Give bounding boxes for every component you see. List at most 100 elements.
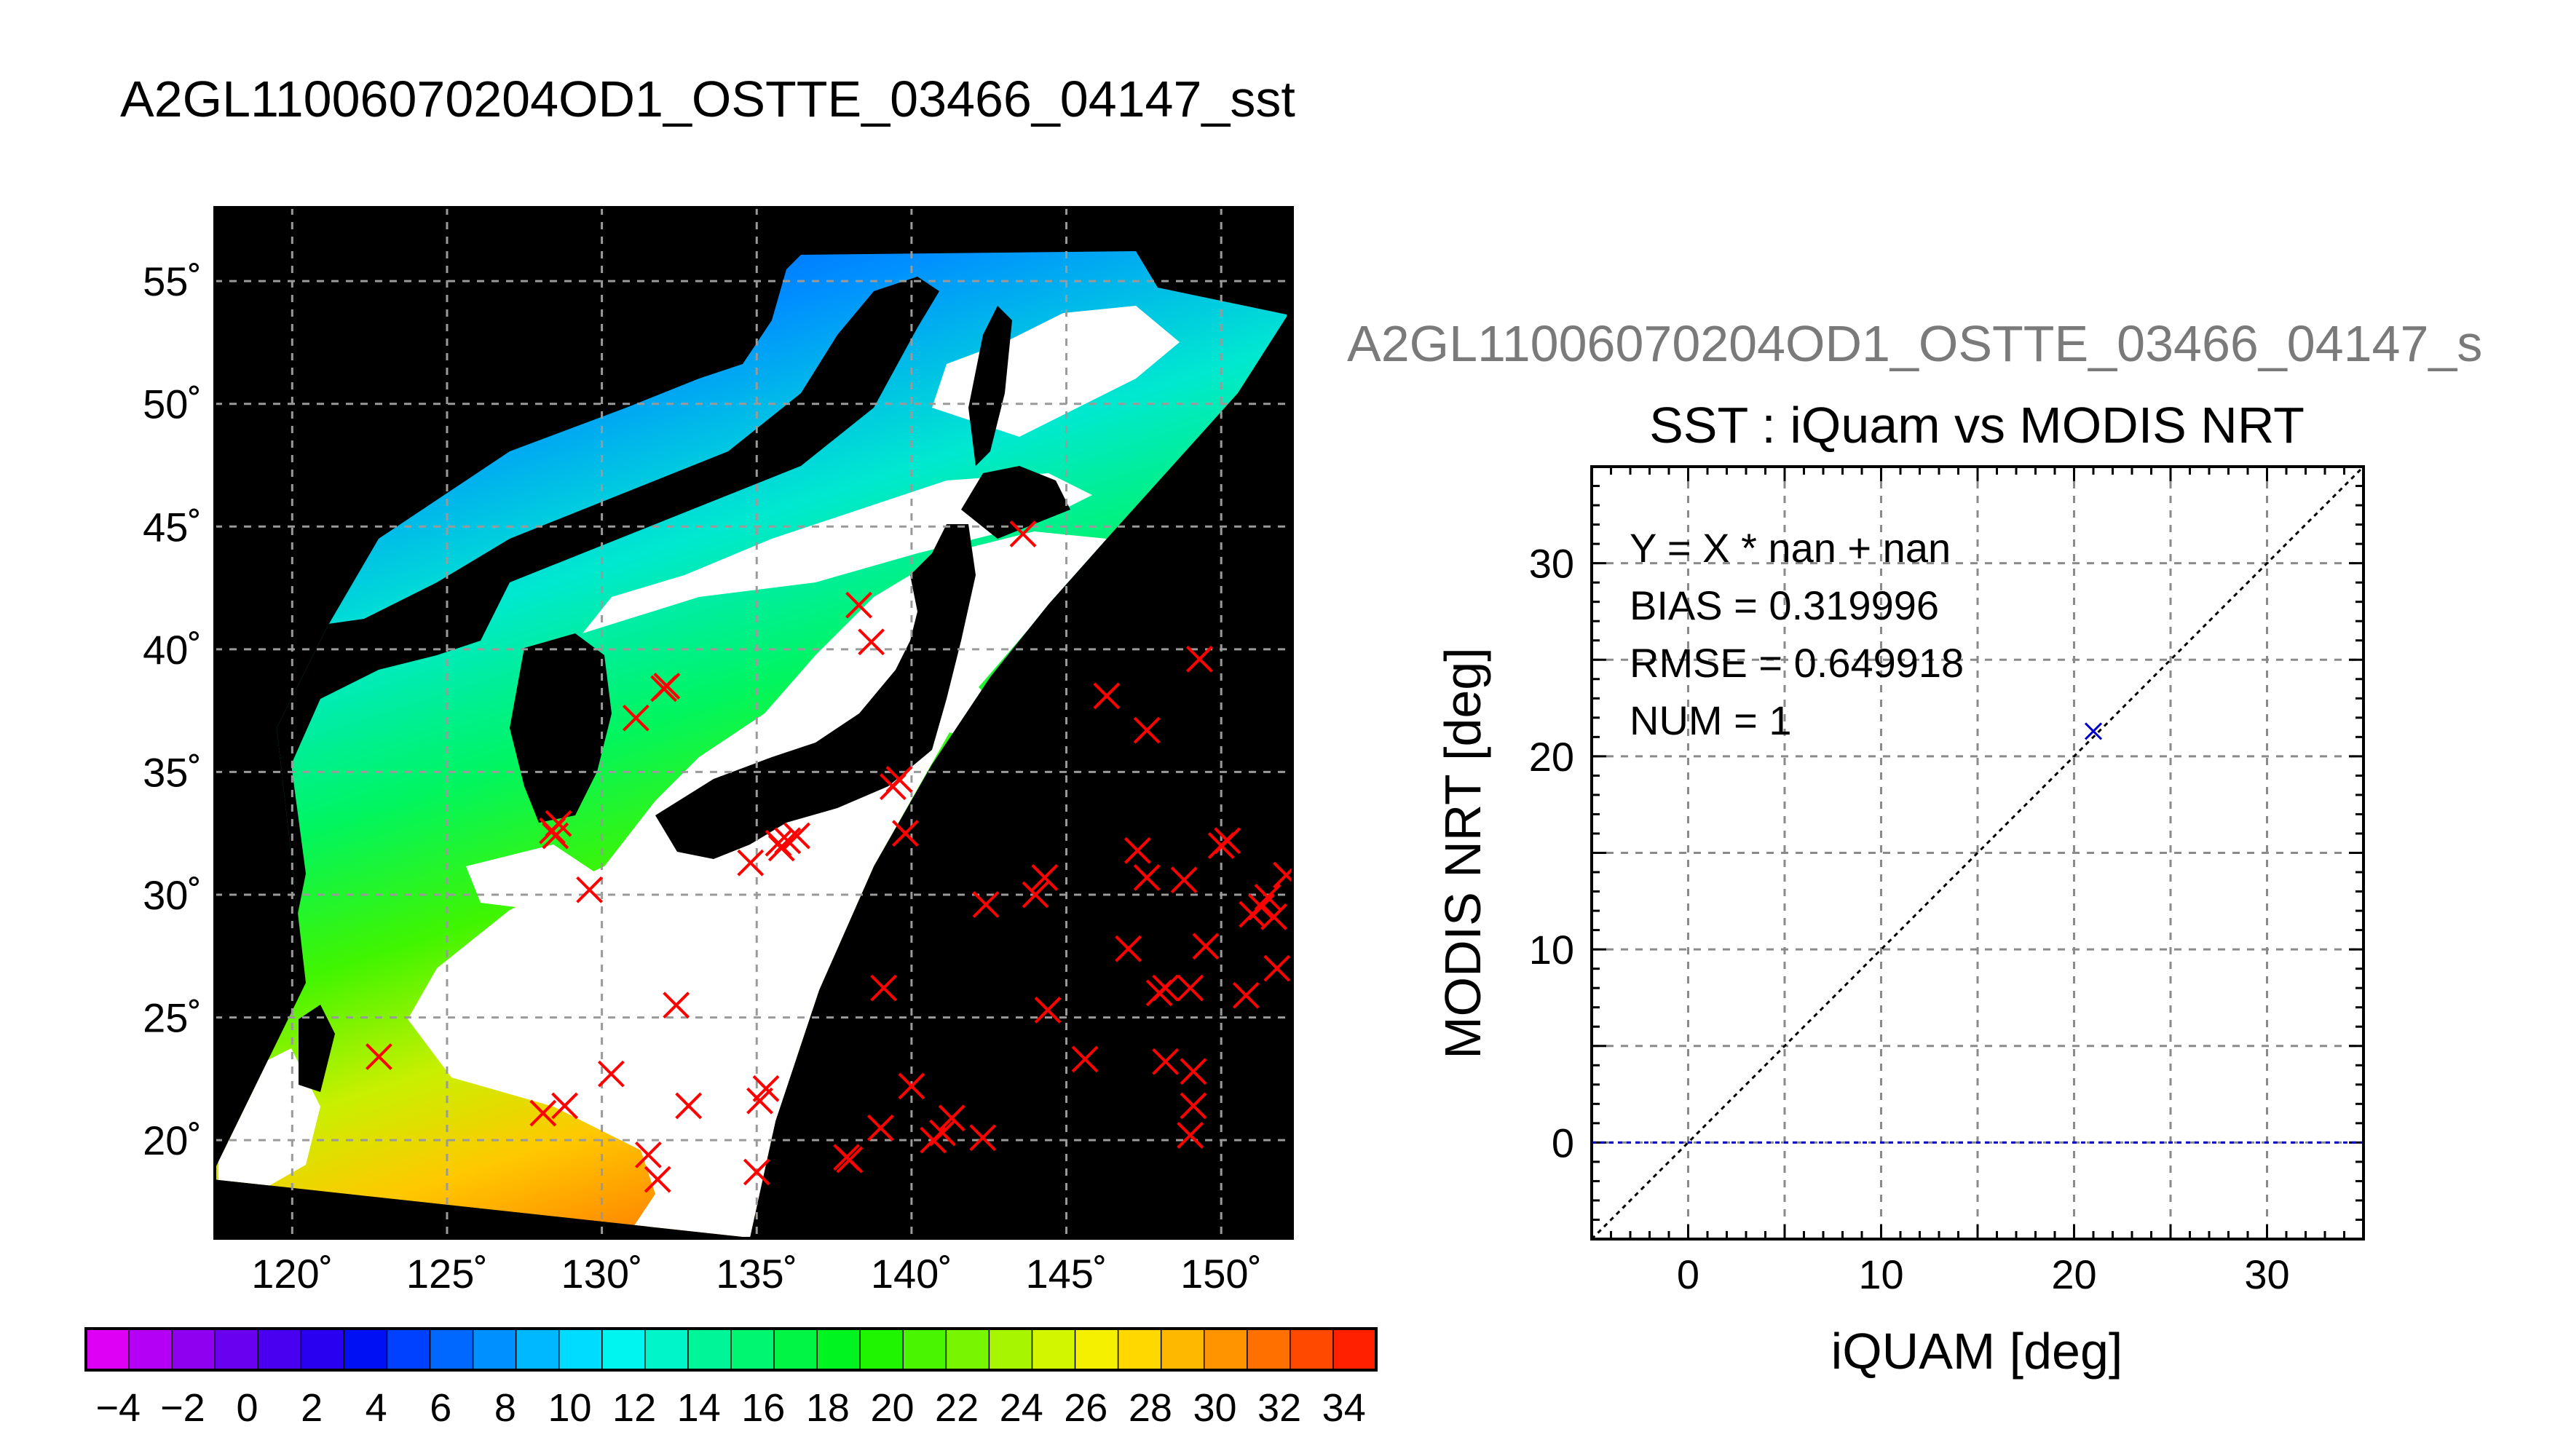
colorbar-bin [601,1328,647,1371]
buoy-marker [1170,866,1198,894]
buoy-marker [1093,682,1121,710]
rmse-stat: RMSE = 0.649918 [1630,640,1964,686]
buoy-marker [737,849,765,877]
buoy-marker [1133,863,1161,891]
buoy-marker [870,974,898,1002]
buoy-marker [1152,1048,1180,1075]
scatter-y-tick-label: 30 [1529,541,1574,587]
buoy-marker [885,766,913,793]
buoy-marker [1022,881,1049,909]
colorbar-bin [1332,1328,1378,1371]
buoy-marker [653,673,681,700]
colorbar-bin [1203,1328,1249,1371]
map-lat-tick-label: 55˚ [143,258,202,304]
colorbar-bin [773,1328,818,1371]
land-korea [510,633,612,823]
colorbar-bin [687,1328,732,1371]
colorbar-bin [214,1328,259,1371]
buoy-marker [783,822,810,850]
buoy-marker [866,1114,894,1142]
buoy-marker [1185,645,1213,673]
colorbar-tick-label: 4 [366,1386,387,1430]
buoy-marker [634,1141,662,1168]
colorbar-bin [257,1328,302,1371]
buoy-marker [1124,836,1151,864]
buoy-marker [622,704,649,732]
buoy-marker [1152,974,1180,1002]
colorbar-bin [1117,1328,1163,1371]
land-sakhalin [968,306,1012,466]
land-taiwan [299,1005,335,1092]
buoy-marker [1260,903,1287,930]
scatter-y-tick-label: 0 [1552,1120,1574,1166]
buoy-marker [938,1104,965,1132]
colorbar-bin [859,1328,904,1371]
scatter-x-axis-label: iQUAM [deg] [1831,1323,2123,1380]
colorbar-tick-label: 16 [741,1386,785,1430]
num-stat: NUM = 1 [1630,697,1792,743]
colorbar-bin [1031,1328,1076,1371]
colorbar-tick-label: 28 [1129,1386,1172,1430]
colorbar-bin [171,1328,216,1371]
buoy-marker [1263,954,1291,982]
scatter-title: SST : iQuam vs MODIS NRT [1649,397,2305,454]
colorbar-tick-label: −2 [160,1386,205,1430]
map-tick-labels: 120˚ 125˚ 130˚ 135˚ 140˚ 145˚ 150˚ 20˚ 25˚ 30˚ 35˚… [143,258,1262,1297]
scatter-figure-title: A2GL11006070204OD1_OSTTE_03466_04147_s [1347,315,2483,372]
scatter-points [2084,722,2103,740]
buoy-marker [1207,832,1235,859]
scatter-y-axis-label: MODIS NRT [deg] [1434,647,1491,1059]
colorbar-bin [1074,1328,1119,1371]
bias-stat: BIAS = 0.319996 [1630,582,1939,628]
colorbar-tick-label: 12 [612,1386,656,1430]
one-to-one-line [1590,465,2365,1241]
buoy-marker [972,891,1000,918]
scatter-tick-labels: 0 10 20 30 0 10 20 30 [1529,541,2290,1297]
buoy-marker [1034,997,1062,1024]
fit-equation: Y = X * nan + nan [1630,525,1951,571]
colorbar-bin [128,1328,173,1371]
colorbar-bin [429,1328,474,1371]
buoy-marker [1192,933,1220,960]
colorbar-bin [902,1328,947,1371]
map-lat-tick-label: 25˚ [143,995,202,1041]
colorbar-tick-label: 30 [1193,1386,1236,1430]
map-lon-tick-label: 145˚ [1025,1251,1107,1297]
scatter-x-tick-label: 10 [1858,1251,1903,1297]
buoy-marker [1133,716,1161,744]
buoy-marker [743,1158,770,1186]
map-lat-tick-label: 40˚ [143,627,202,673]
buoy-marker [1071,1045,1099,1073]
colorbar-tick-label: 14 [677,1386,721,1430]
colorbar-tick-label: 6 [430,1386,451,1430]
map-buoy-markers [365,520,1292,1193]
figure-title: A2GL11006070204OD1_OSTTE_03466_04147_sst [120,71,1295,127]
colorbar-tick-label: 10 [548,1386,591,1430]
colorbar-bin [515,1328,561,1371]
buoy-marker [1031,863,1059,891]
buoy-marker [551,1092,578,1120]
buoy-marker [836,1146,864,1174]
colorbar-tick-label: 32 [1257,1386,1301,1430]
buoy-marker [1254,883,1282,911]
colorbar-bin [945,1328,990,1371]
buoy-marker [1009,520,1037,547]
buoy-marker [597,1060,625,1088]
colorbar-tick-label: −4 [96,1386,141,1430]
scatter-x-tick-label: 20 [2051,1251,2096,1297]
buoy-marker [529,1099,557,1127]
scatter-point [2084,722,2103,740]
colorbar-tick-label: 34 [1322,1386,1366,1430]
colorbar-bin [644,1328,690,1371]
colorbar-bin [558,1328,604,1371]
sst-map-panel: 120˚ 125˚ 130˚ 135˚ 140˚ 145˚ 150˚ 20˚ 25˚ 30˚ 35˚… [143,206,1294,1297]
scatter-panel: SST : iQuam vs MODIS NRT 0 10 20 300102030 … [1434,397,2365,1380]
map-lon-tick-label: 130˚ [561,1251,643,1297]
buoy-marker [1115,935,1142,962]
buoy-marker [675,1092,703,1120]
buoy-marker [767,834,795,862]
scatter-x-tick-label: 30 [2244,1251,2289,1297]
colorbar-bin [988,1328,1033,1371]
colorbar-tick-label: 0 [236,1386,258,1430]
